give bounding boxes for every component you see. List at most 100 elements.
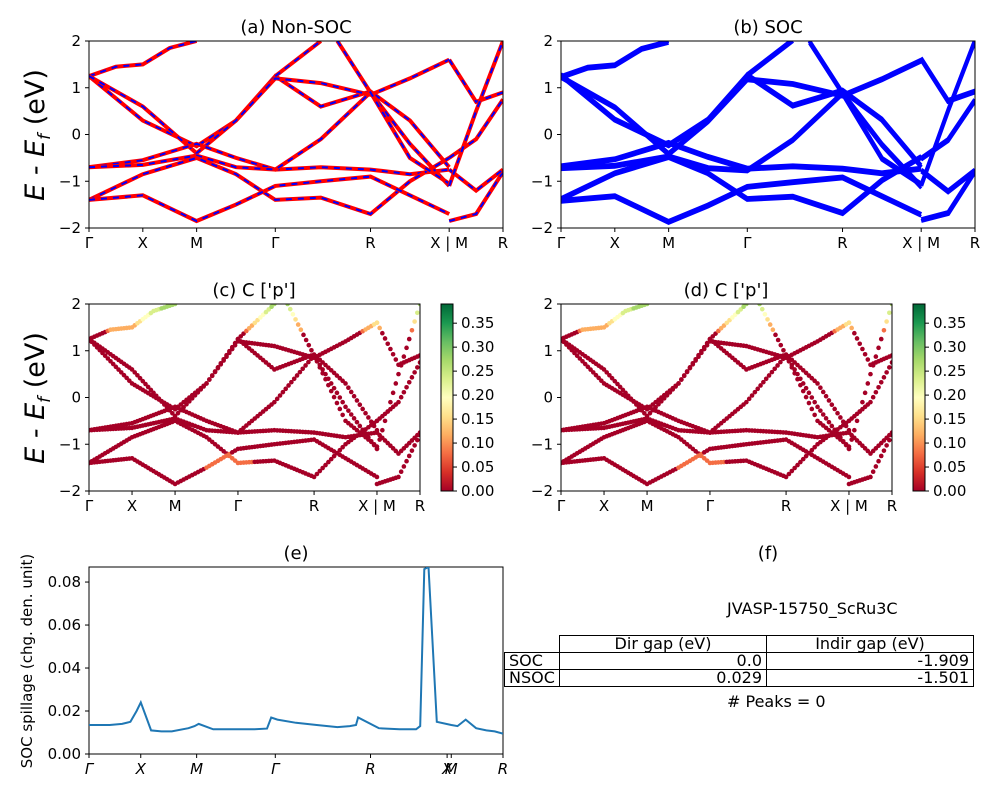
scatter-point [323,376,328,382]
scatter-point [218,362,224,367]
xtick-label-a: X [138,234,148,252]
scatter-point [303,337,309,343]
scatter-point [792,370,797,376]
xtick-label-b: X [610,234,620,252]
scatter-point [294,373,300,378]
xtick-label-c: X | M [358,497,396,515]
scatter-point [769,369,775,375]
scatter-point [337,447,343,453]
scatter-point [404,458,409,464]
scatter-point [870,363,876,368]
ytick-label-b: −1 [531,172,553,190]
panel-e-title: (e) [283,543,308,564]
scatter-point [803,453,809,459]
scatter-point [401,464,407,469]
xtick-label-e: Γ [85,760,95,778]
band-line-split [561,60,922,158]
scatter-point [300,366,306,372]
scatter-point [293,317,298,322]
scatter-point [360,406,365,412]
colorbar-tick-label: 0.30 [933,338,966,356]
xtick-label-b: Γ [743,234,752,252]
scatter-point [857,341,863,347]
scatter-point [328,456,334,462]
scatter-point [409,327,415,333]
scatter-point [773,332,778,338]
scatter-point [857,409,863,414]
scatter-point [765,317,770,322]
scatter-point [351,393,357,399]
xtick-label-d: R [887,497,897,515]
ylabel-spillage: SOC spillage (chg. den. unit) [18,554,36,769]
xtick-label-a: X | M [430,234,468,252]
xtick-label-b: R [837,234,847,252]
gap-table: Dir gap (eV) Indir gap (eV) SOC 0.0 -1.9… [504,635,974,687]
colorbar-tick-label: 0.25 [933,362,966,380]
xtick-label-a: R [498,234,508,252]
scatter-point [832,406,837,412]
band-line [561,174,923,224]
scatter-point [670,387,676,392]
scatter-point [818,385,823,391]
scatter-point [153,393,159,399]
scatter-point [767,322,773,327]
row-label: SOC [504,652,560,670]
ytick-label-d: −1 [531,435,553,453]
scatter-point [404,345,409,351]
xtick-label-b: R [970,234,980,252]
scatter-point [354,419,360,425]
scatter-point [331,394,337,400]
cell-dir: 0.0 [559,652,767,670]
panel-f-title: (f) [758,543,778,564]
xtick-label-b: Γ [557,234,566,252]
scatter-point [820,389,826,395]
scatter-point [396,399,401,405]
scatter-point [289,379,294,385]
scatter-point [826,398,832,403]
scatter-point [758,383,763,388]
scatter-point [829,402,835,408]
band-line-dash [448,41,503,187]
scatter-point [766,373,772,378]
xtick-label-d: Γ [706,497,715,515]
scatter-point [198,387,204,392]
scatter-point [873,389,879,395]
scatter-point [417,304,420,307]
row-label: NSOC [504,669,560,687]
xtick-label-e: M [190,760,203,778]
scatter-point [366,415,371,420]
scatter-point [172,304,178,307]
colorbar-tick-label: 0.10 [461,434,494,452]
scatter-point [354,398,360,403]
band-line-split [561,92,923,190]
scatter-point [363,410,368,416]
scatter-point [385,341,391,347]
scatter-point [334,390,340,396]
scatter-point [377,437,382,442]
scatter-point [377,325,382,331]
scatter-point [232,342,238,348]
scatter-point [617,384,623,390]
ylabel-energy-top: E - Ef (eV) [20,69,55,201]
ytick-label-c: −2 [59,482,81,500]
scatter-point [396,474,401,480]
scatter-point [749,393,755,398]
scatter-point [835,410,840,416]
scatter-point [852,330,857,336]
scatter-point [755,386,761,392]
scatter-point [757,304,762,307]
scatter-point [620,387,626,393]
ytick-label-e: 0.06 [48,616,81,634]
col-header-indir: Indir gap (eV) [766,635,974,653]
ytick-label-d: 2 [543,295,553,313]
scatter-point [331,453,337,459]
band-line-split [920,100,975,162]
ytick-label-d: −2 [531,482,553,500]
scatter-point [192,393,198,398]
scatter-point [744,304,749,307]
colorbar-tick-label: 0.20 [933,386,966,404]
band-line-dash [274,41,322,77]
scatter-point [699,350,704,356]
scatter-point [398,363,404,368]
scatter-point [306,342,312,348]
